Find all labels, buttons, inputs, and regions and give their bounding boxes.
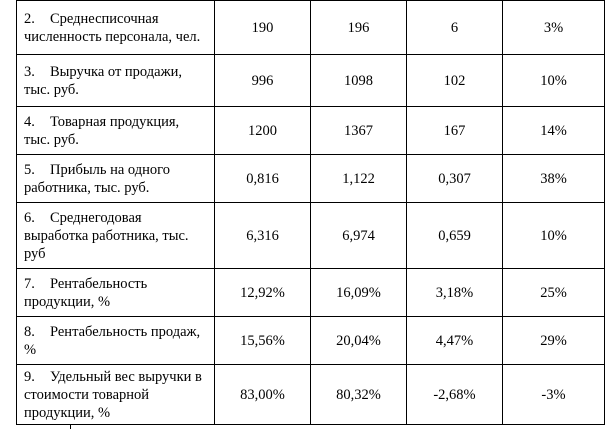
relative-change-value: 29% — [502, 316, 605, 365]
indicator-label-cell: 4. Товарная продукция, тыс. руб. — [16, 106, 215, 155]
relative-change-value: 14% — [502, 106, 605, 155]
indicator-label-line: Среднесписочная — [50, 10, 159, 27]
indicator-label-line: работника, тыс. руб. — [24, 179, 150, 196]
absolute-change-value: 167 — [406, 106, 503, 155]
indicator-label-line: Выручка от продажи, — [50, 63, 182, 80]
absolute-change-value: -2,68% — [406, 364, 503, 425]
indicator-label-line: Удельный вес выручки в — [50, 368, 202, 385]
table-row: 3. Выручка от продажи, тыс. руб. 996 1098… — [16, 54, 605, 107]
indicator-number: 2. — [24, 10, 35, 27]
indicator-label-cell: 5. Прибыль на одного работника, тыс. руб. — [16, 154, 215, 203]
base-period-value: 83,00% — [214, 364, 311, 425]
indicator-label-line: тыс. руб. — [24, 131, 79, 148]
indicator-label-line: численность персонала, чел. — [24, 28, 201, 45]
indicator-label-line: продукции, % — [24, 404, 111, 421]
indicator-label-line: стоимости товарной — [24, 386, 150, 403]
indicator-label-line: % — [24, 341, 37, 358]
table-row: 6. Среднегодовая выработка работника, тыс… — [16, 202, 605, 269]
indicator-number: 8. — [24, 323, 35, 340]
indicator-label-line: руб — [24, 245, 46, 262]
next-row-border-stub — [70, 424, 71, 429]
base-period-value: 15,56% — [214, 316, 311, 365]
indicator-number: 5. — [24, 161, 35, 178]
indicator-number: 7. — [24, 275, 35, 292]
indicator-label-cell: 9. Удельный вес выручки в стоимости товар… — [16, 364, 215, 425]
report-period-value: 1098 — [310, 54, 407, 107]
report-period-value: 20,04% — [310, 316, 407, 365]
indicator-label-line: Среднегодовая — [50, 209, 142, 226]
report-period-value: 1,122 — [310, 154, 407, 203]
indicators-table-body: 2. Среднесписочная численность персонала,… — [16, 0, 605, 425]
base-period-value: 996 — [214, 54, 311, 107]
table-row: 7. Рентабельность продукции, % 12,92% 16,… — [16, 268, 605, 317]
indicator-label-line: выработка работника, тыс. — [24, 227, 189, 244]
indicator-number: 3. — [24, 63, 35, 80]
indicator-label-cell: 3. Выручка от продажи, тыс. руб. — [16, 54, 215, 107]
absolute-change-value: 4,47% — [406, 316, 503, 365]
relative-change-value: -3% — [502, 364, 605, 425]
relative-change-value: 10% — [502, 54, 605, 107]
table-row: 2. Среднесписочная численность персонала,… — [16, 0, 605, 55]
relative-change-value: 3% — [502, 0, 605, 55]
indicator-label-line: Рентабельность — [50, 275, 148, 292]
base-period-value: 1200 — [214, 106, 311, 155]
table-row: 5. Прибыль на одного работника, тыс. руб.… — [16, 154, 605, 203]
indicator-label-line: Рентабельность продаж, — [50, 323, 201, 340]
relative-change-value: 25% — [502, 268, 605, 317]
indicator-number: 9. — [24, 368, 35, 385]
indicator-label-cell: 7. Рентабельность продукции, % — [16, 268, 215, 317]
indicator-label-line: тыс. руб. — [24, 81, 79, 98]
report-period-value: 6,974 — [310, 202, 407, 269]
indicator-number: 6. — [24, 209, 35, 226]
indicator-label-line: продукции, % — [24, 293, 111, 310]
absolute-change-value: 0,659 — [406, 202, 503, 269]
table-row: 4. Товарная продукция, тыс. руб. 1200 136… — [16, 106, 605, 155]
report-period-value: 1367 — [310, 106, 407, 155]
absolute-change-value: 0,307 — [406, 154, 503, 203]
indicators-table: 2. Среднесписочная численность персонала,… — [16, 0, 605, 425]
indicator-label-cell: 2. Среднесписочная численность персонала,… — [16, 0, 215, 55]
table-row: 9. Удельный вес выручки в стоимости товар… — [16, 364, 605, 425]
table-row: 8. Рентабельность продаж, % 15,56% 20,04%… — [16, 316, 605, 365]
indicator-label-line: Товарная продукция, — [50, 113, 180, 130]
base-period-value: 12,92% — [214, 268, 311, 317]
indicator-label-cell: 8. Рентабельность продаж, % — [16, 316, 215, 365]
report-period-value: 196 — [310, 0, 407, 55]
base-period-value: 0,816 — [214, 154, 311, 203]
report-period-value: 16,09% — [310, 268, 407, 317]
base-period-value: 190 — [214, 0, 311, 55]
relative-change-value: 10% — [502, 202, 605, 269]
indicator-number: 4. — [24, 113, 35, 130]
absolute-change-value: 3,18% — [406, 268, 503, 317]
absolute-change-value: 6 — [406, 0, 503, 55]
absolute-change-value: 102 — [406, 54, 503, 107]
report-period-value: 80,32% — [310, 364, 407, 425]
indicator-label-cell: 6. Среднегодовая выработка работника, тыс… — [16, 202, 215, 269]
indicator-label-line: Прибыль на одного — [50, 161, 170, 178]
base-period-value: 6,316 — [214, 202, 311, 269]
relative-change-value: 38% — [502, 154, 605, 203]
